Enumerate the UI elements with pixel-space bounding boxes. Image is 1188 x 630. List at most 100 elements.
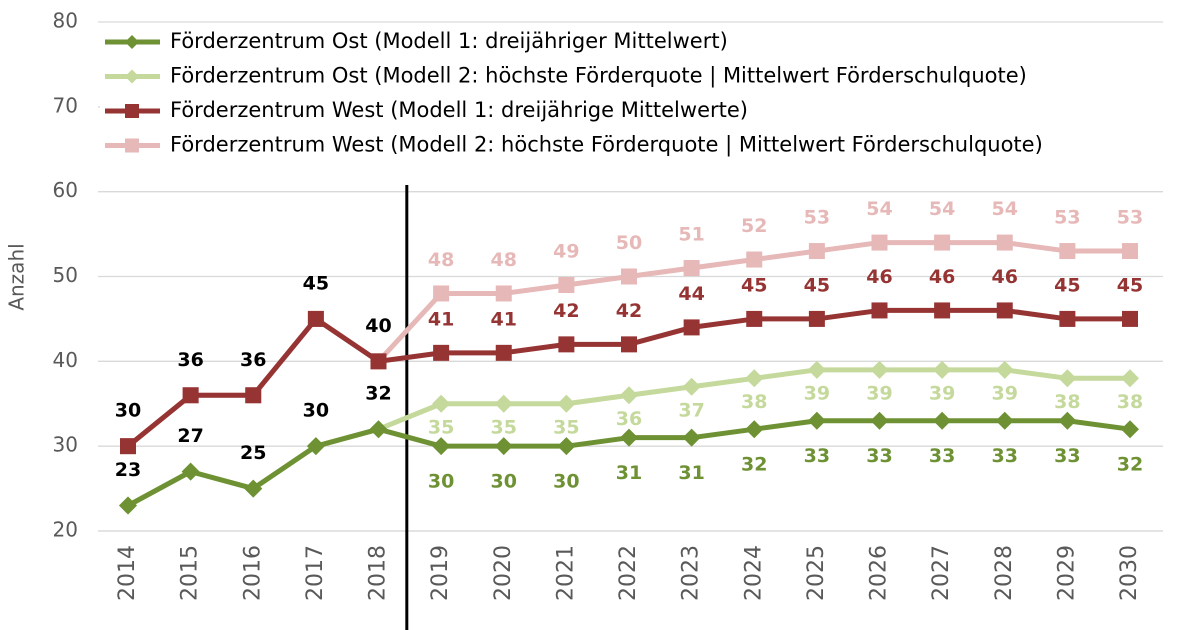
data-label: 30 <box>553 471 579 493</box>
legend-label: Förderzentrum Ost (Modell 2: höchste För… <box>170 64 1027 89</box>
marker <box>557 437 576 456</box>
data-label: 52 <box>741 215 767 237</box>
data-label: 30 <box>491 471 517 493</box>
y-tick-label: 40 <box>53 348 78 372</box>
data-label: 31 <box>678 462 704 484</box>
data-label: 45 <box>1054 274 1080 296</box>
data-label: 46 <box>929 266 955 288</box>
data-label: 40 <box>365 315 391 337</box>
data-label: 39 <box>992 382 1018 404</box>
marker <box>621 336 637 353</box>
data-label: 45 <box>804 274 830 296</box>
data-label: 42 <box>553 300 579 322</box>
x-tick-label: 2014 <box>115 545 140 601</box>
data-label: 36 <box>240 349 266 371</box>
x-tick-label: 2018 <box>366 545 391 601</box>
marker <box>933 360 952 379</box>
data-label: 38 <box>1054 391 1080 413</box>
x-tick-label: 2023 <box>679 545 704 601</box>
data-label: 45 <box>1117 274 1143 296</box>
data-label: 36 <box>616 408 642 430</box>
data-label: 30 <box>428 471 454 493</box>
marker <box>933 411 952 430</box>
marker <box>433 285 450 302</box>
marker <box>683 260 700 277</box>
marker <box>995 411 1014 430</box>
marker <box>807 360 826 379</box>
x-tick-label: 2025 <box>804 545 829 601</box>
data-label: 35 <box>491 416 517 438</box>
data-label: 39 <box>804 382 830 404</box>
data-label: 25 <box>240 442 266 464</box>
marker <box>745 369 764 388</box>
marker <box>307 310 324 327</box>
marker <box>807 411 826 430</box>
marker <box>369 420 388 439</box>
marker <box>181 462 200 481</box>
data-label: 48 <box>428 249 454 271</box>
marker <box>870 360 889 379</box>
data-label: 27 <box>177 425 203 447</box>
data-label: 39 <box>929 382 955 404</box>
data-label: 53 <box>1054 207 1080 229</box>
marker <box>934 302 951 319</box>
legend-label: Förderzentrum West (Modell 2: höchste Fö… <box>170 133 1043 158</box>
data-label: 46 <box>992 266 1018 288</box>
legend-bg <box>100 25 1170 165</box>
data-label: 41 <box>428 308 454 330</box>
marker <box>996 302 1013 319</box>
data-label: 31 <box>616 462 642 484</box>
data-label: 53 <box>1117 207 1143 229</box>
marker <box>244 479 263 498</box>
data-label: 44 <box>678 283 704 305</box>
marker <box>370 353 387 370</box>
marker <box>557 394 576 413</box>
marker <box>995 360 1014 379</box>
marker <box>558 336 575 353</box>
x-tick-label: 2024 <box>741 545 766 601</box>
data-label: 33 <box>866 445 892 467</box>
data-label: 54 <box>866 198 892 220</box>
x-tick-label: 2027 <box>929 545 954 601</box>
y-axis-label: Anzahl <box>5 243 29 310</box>
data-label: 37 <box>678 399 704 421</box>
marker <box>306 437 325 456</box>
marker <box>746 310 763 327</box>
marker <box>432 394 451 413</box>
data-label: 35 <box>428 416 454 438</box>
marker <box>870 411 889 430</box>
data-label: 48 <box>491 249 517 271</box>
data-label: 46 <box>866 266 892 288</box>
data-label: 42 <box>616 300 642 322</box>
data-label: 51 <box>678 224 704 246</box>
x-tick-label: 2029 <box>1054 545 1079 601</box>
x-tick-label: 2015 <box>178 545 203 601</box>
marker <box>682 377 701 396</box>
data-label: 33 <box>1054 445 1080 467</box>
data-label: 36 <box>177 349 203 371</box>
data-label: 35 <box>553 416 579 438</box>
data-label: 30 <box>303 400 329 422</box>
legend: Förderzentrum Ost (Modell 1: dreijährige… <box>100 25 1170 165</box>
x-tick-label: 2028 <box>992 545 1017 601</box>
marker <box>620 428 638 447</box>
x-tick-label: 2020 <box>491 545 516 601</box>
data-label: 32 <box>1117 454 1143 476</box>
marker <box>1058 411 1077 430</box>
marker <box>1122 243 1138 260</box>
marker <box>432 437 451 456</box>
y-tick-label: 30 <box>53 433 78 457</box>
marker <box>1121 420 1139 439</box>
marker <box>996 234 1013 251</box>
data-label: 38 <box>741 391 767 413</box>
y-tick-label: 80 <box>53 9 78 33</box>
y-tick-label: 60 <box>53 178 78 202</box>
x-tick-label: 2017 <box>303 545 328 601</box>
marker <box>683 319 700 336</box>
data-label: 54 <box>929 198 955 220</box>
marker <box>620 386 638 405</box>
legend-marker <box>125 138 139 153</box>
x-tick-label: 2022 <box>616 545 641 601</box>
marker <box>1059 243 1076 260</box>
